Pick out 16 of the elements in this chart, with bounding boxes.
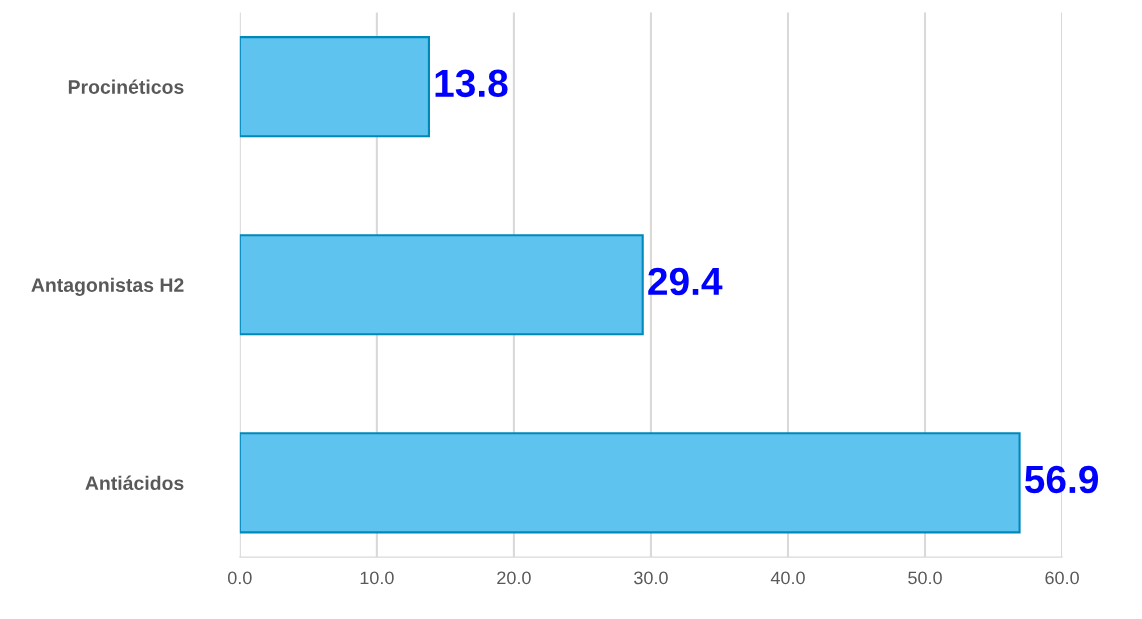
data-label: 29.4 — [648, 267, 723, 296]
data-label: 56.9 — [1024, 465, 1098, 494]
data-label: 13.8 — [435, 69, 508, 98]
bar — [239, 432, 1021, 534]
y-tick-label: Antiácidos — [85, 475, 184, 491]
x-tick-label: 60.0 — [1045, 571, 1079, 585]
x-tick-label: 20.0 — [497, 571, 531, 585]
x-tick-label: 50.0 — [908, 571, 942, 585]
x-tick-label: 40.0 — [770, 571, 805, 585]
y-tick-label: Antagonistas H2 — [31, 277, 184, 296]
y-tick-label: Procinéticos — [68, 79, 184, 94]
bar — [239, 36, 430, 138]
bar — [239, 234, 644, 336]
x-tick-label: 30.0 — [634, 571, 668, 585]
x-tick-label: 10.0 — [360, 571, 394, 585]
x-tick-label: 0.0 — [227, 571, 252, 585]
